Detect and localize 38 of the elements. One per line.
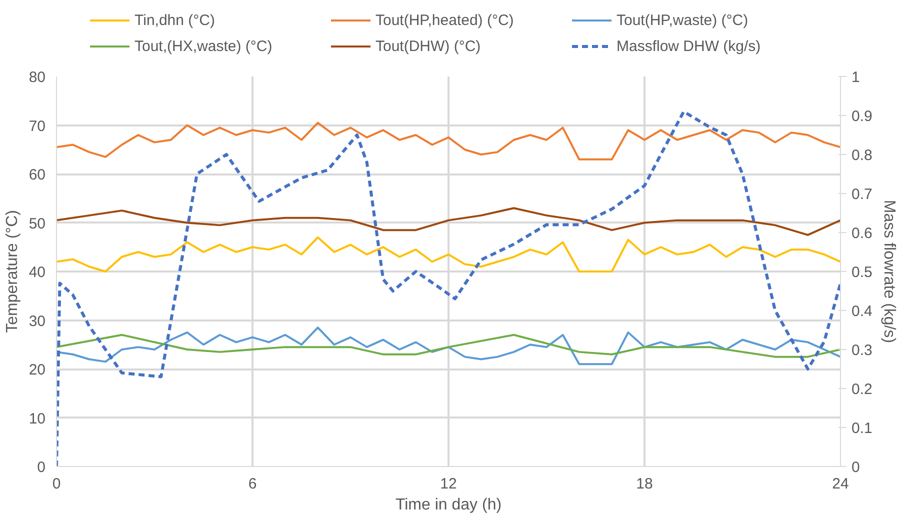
legend-label: Tout(HP,waste) (°C) [616,12,750,28]
y2-tick-label: 0.8 [852,147,872,164]
legend-label: Tout,(HX,waste) (°C) [134,38,274,54]
x-tick-label: 24 [832,476,849,492]
x-tick-label: 0 [52,476,61,492]
line-series [56,207,840,236]
x-tick-label: 6 [248,476,257,492]
x-tick-label: 18 [636,476,653,492]
y-tick-label: 80 [28,69,46,86]
legend-label: Tout(DHW) (°C) [376,38,482,54]
y2-tick-label: 0.9 [852,108,872,125]
y-tick-label: 0 [37,459,46,476]
x-tick-label: 12 [440,476,457,492]
y-axis-title: Temperature (°C) [4,210,21,333]
y2-tick-label: 0.5 [852,264,872,281]
legend-label: Massflow DHW (kg/s) [616,38,762,54]
y-tick-label: 60 [28,166,46,184]
y2-tick-label: 0.6 [852,225,872,242]
y-tick-label: 40 [28,264,46,281]
line-series [56,334,840,358]
y2-tick-label: 0.3 [852,342,872,359]
legend-label: Tin,dhn (°C) [134,12,216,28]
y2-axis-title: Mass flowrate (kg/s) [880,200,898,344]
y-tick-label: 30 [28,312,46,330]
y-tick-label: 70 [28,118,46,135]
y2-tick-label: 0.4 [852,303,872,320]
y2-tick-label: 0 [852,459,860,476]
line-series [56,122,840,160]
y2-tick-label: 0.7 [852,186,872,203]
x-axis-title: Time in day (h) [395,496,502,514]
y-tick-label: 20 [28,362,46,378]
y-tick-label: 10 [28,410,46,428]
y2-tick-label: 0.2 [852,381,872,398]
line-series [56,236,840,272]
y2-tick-label: 1 [852,69,860,86]
legend-label: Tout(HP,heated) (°C) [376,12,515,28]
y-tick-label: 50 [28,215,46,232]
y2-tick-label: 0.1 [852,420,872,437]
